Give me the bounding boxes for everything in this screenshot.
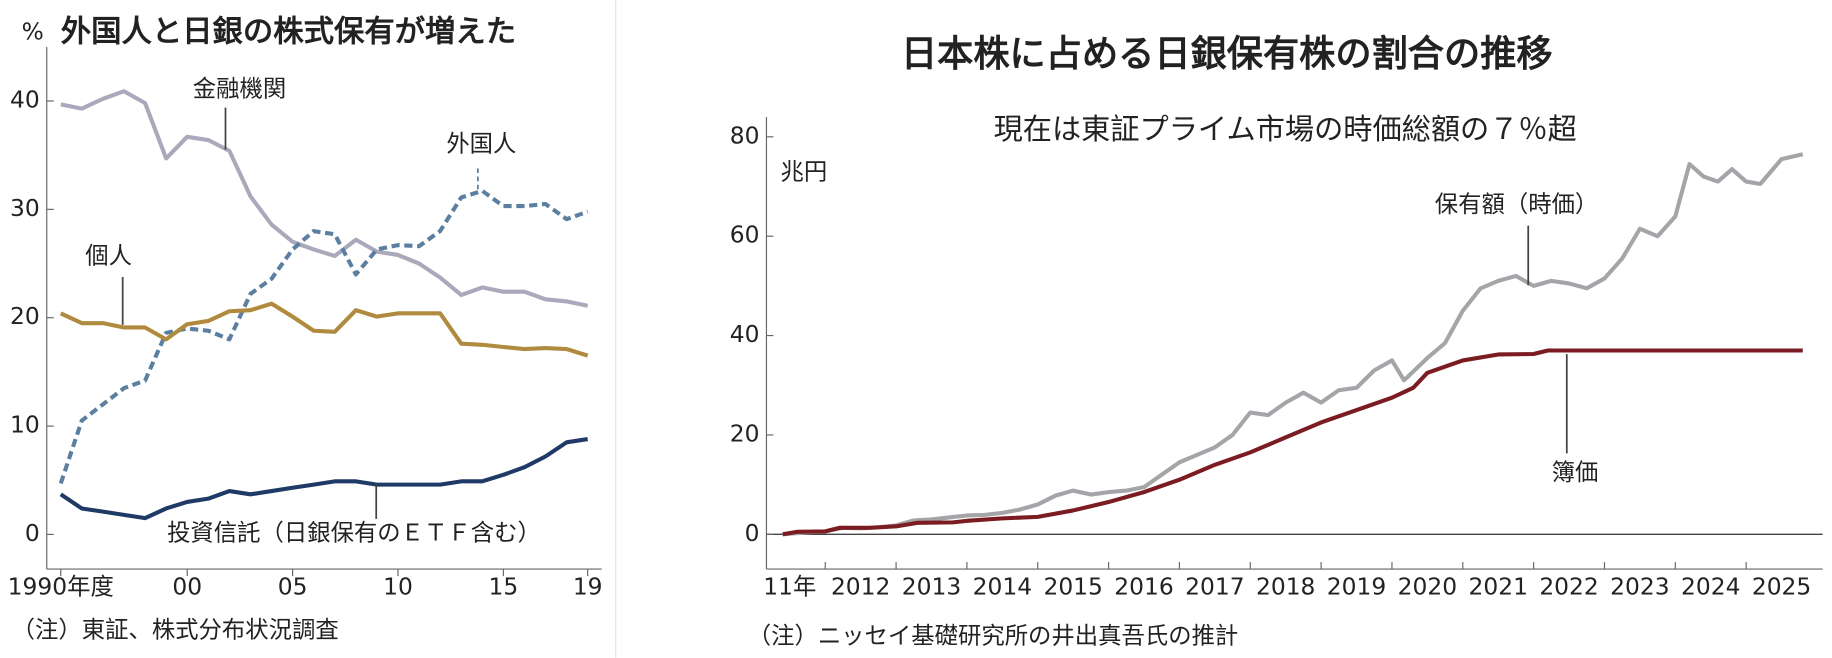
y-tick-label: 20 [730,419,760,447]
x-tick-label: 2018 [1256,572,1315,600]
series-label: 外国人 [446,129,516,157]
x-tick-label: 2013 [902,572,961,600]
y-tick-label: 40 [10,86,40,114]
series-line [58,188,589,485]
note: （注）ニッセイ基礎研究所の井出真吾氏の推計 [748,621,1239,649]
x-tick-label: 2024 [1681,572,1740,600]
chart-subtitle: 現在は東証プライム市場の時価総額の７％超 [994,112,1577,146]
x-tick-label: 2015 [1043,572,1102,600]
chart-title: 外国人と日銀の株式保有が増えた [61,13,516,49]
x-tick-label: 2020 [1398,572,1457,600]
y-unit: 兆円 [780,158,827,186]
y-unit: % [22,17,44,45]
series-line [59,301,589,358]
y-tick-label: 40 [730,320,760,348]
x-tick-label: 2012 [831,572,890,600]
x-tick-label: 2021 [1468,572,1527,600]
series-label: 簿価 [1552,458,1599,486]
x-tick-label: 2016 [1114,572,1173,600]
series-label: 保有額（時価） [1435,190,1599,218]
series-line [782,348,1803,537]
series-label: 投資信託（日銀保有のＥＴＦ含む） [167,519,541,547]
x-tick-label: 15 [489,572,519,600]
y-tick-label: 20 [10,302,40,330]
y-tick-label: 10 [10,411,40,439]
x-tick-label: 00 [172,572,202,600]
x-tick-label: 05 [278,572,308,600]
x-tick-label: 2023 [1610,572,1669,600]
y-tick-label: 0 [25,519,40,547]
y-tick-label: 80 [730,121,760,149]
y-tick-label: 60 [730,221,760,249]
x-tick-label: 1990年度 [8,572,114,600]
note: （注）東証、株式分布状況調査 [12,616,339,644]
series-line [59,437,589,521]
x-tick-label: 2017 [1185,572,1244,600]
series-label: 個人 [85,242,132,270]
x-tick-label: 10 [383,572,413,600]
x-tick-label: 2022 [1539,572,1598,600]
y-tick-label: 30 [10,194,40,222]
series-line [782,152,1804,537]
series-label: 金融機関 [193,75,286,103]
y-tick-label: 0 [745,519,760,547]
x-tick-label: 19 [573,572,603,600]
series-line [60,89,589,308]
x-tick-label: 2014 [973,572,1032,600]
chart-title: 日本株に占める日銀保有株の割合の推移 [901,32,1553,75]
x-tick-label: 2019 [1327,572,1386,600]
x-tick-label: 2025 [1752,572,1811,600]
x-tick-label: 11年 [763,572,816,600]
